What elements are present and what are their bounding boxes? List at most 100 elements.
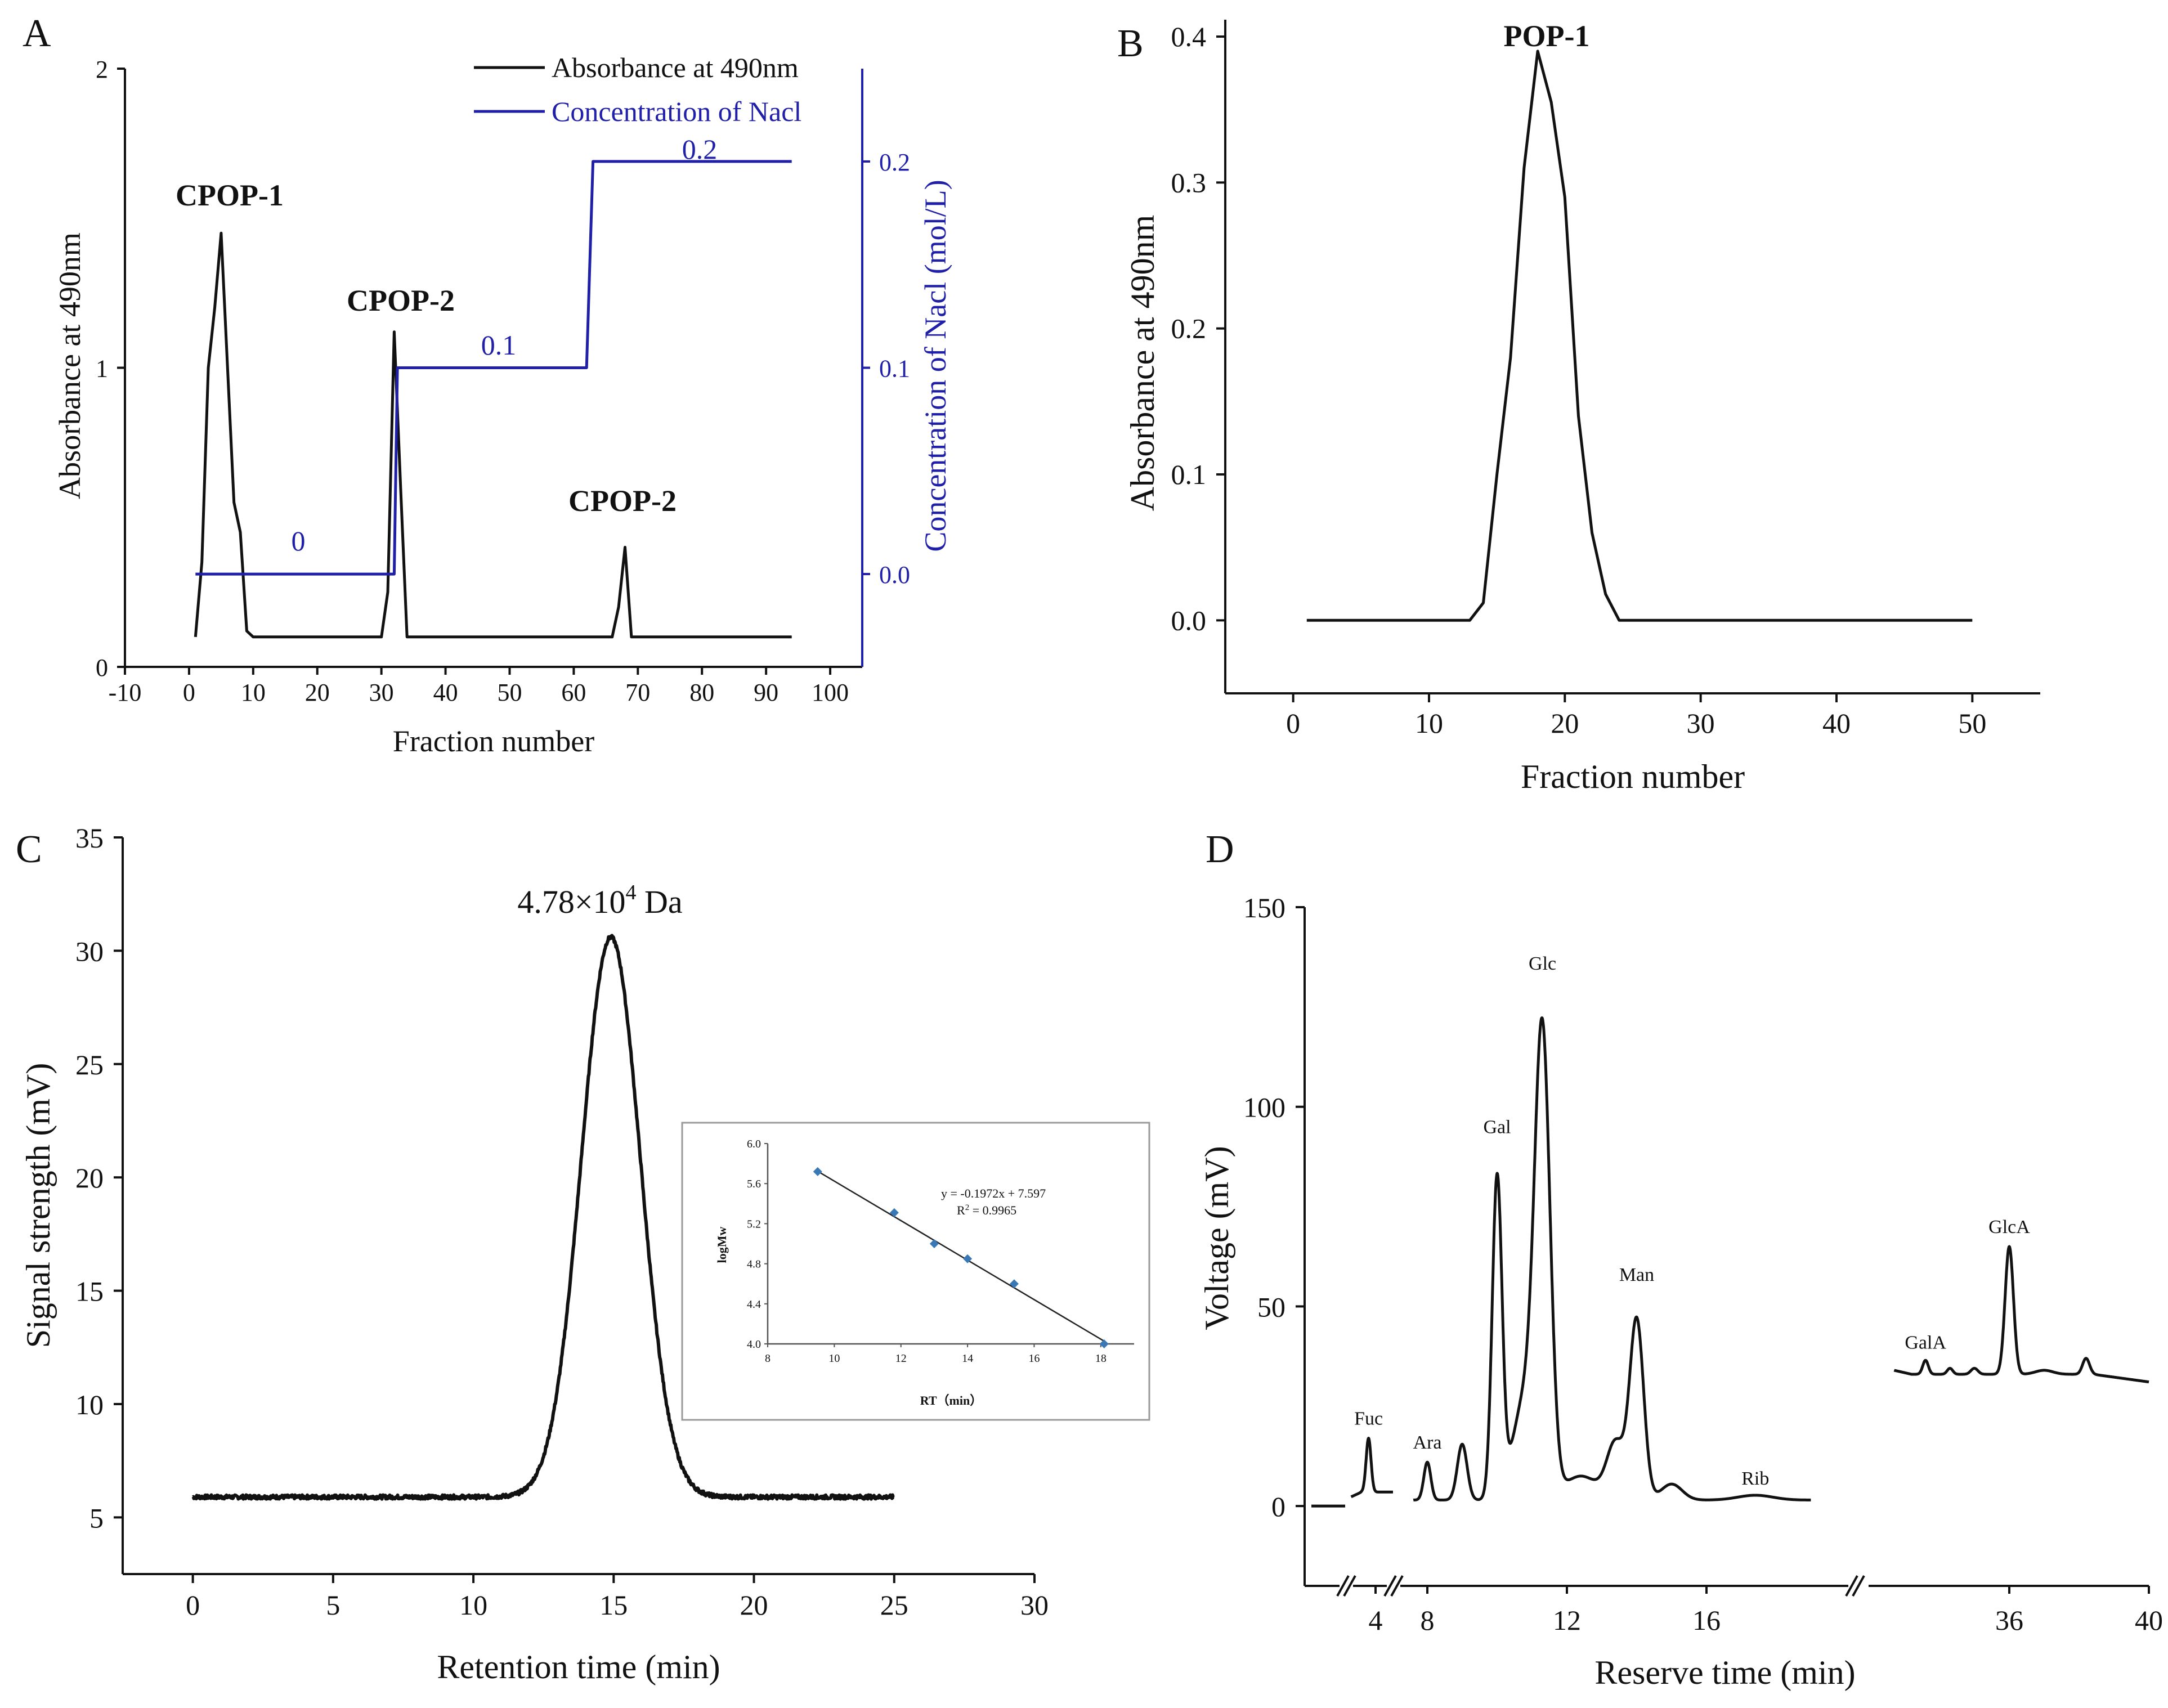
panel-b-y-ticks: 0.0 0.1 0.2 0.3 0.4 — [1171, 21, 1225, 636]
axis-break-mark — [1383, 1575, 1397, 1597]
x-tick-label: 0 — [1286, 707, 1300, 739]
panel-c-x-axis-title: Retention time (min) — [437, 1648, 720, 1685]
inset-x-tick-label: 18 — [1095, 1352, 1107, 1365]
inset-r2-value: = 0.9965 — [969, 1203, 1016, 1217]
inset-x-tick-label: 10 — [828, 1352, 840, 1365]
panel-a-peak-label-3: CPOP-2 — [568, 484, 677, 518]
panel-a-x-ticks: -10 0 10 20 30 40 50 60 70 80 90 100 — [109, 667, 849, 706]
y-tick-label: 5 — [89, 1502, 104, 1534]
panel-a-step-label-1: 0.1 — [481, 329, 517, 361]
panel-d: D 4 8 12 16 36 40 0 50 100 150 Reserve time (min… — [1198, 828, 2163, 1691]
panel-b-x-ticks: 0 10 20 30 40 50 — [1286, 693, 1986, 739]
x-tick-label: 100 — [812, 679, 849, 706]
peak-label-ara: Ara — [1413, 1432, 1442, 1453]
panel-c-x-ticks: 0 5 10 15 20 25 30 — [186, 1574, 1049, 1621]
inset-x-tick-label: 14 — [962, 1352, 973, 1365]
y-tick-label: 0 — [96, 654, 108, 682]
y-tick-label: 20 — [75, 1162, 104, 1194]
inset-frame — [681, 1122, 1150, 1421]
inset-r2-exp: 2 — [965, 1203, 970, 1212]
peak-label-glca: GlcA — [1988, 1217, 2030, 1238]
axis-break-mark — [1343, 1575, 1356, 1597]
y-tick-label: 0.2 — [1171, 313, 1207, 344]
peak-label-gal: Gal — [1483, 1117, 1511, 1138]
panel-b-label: B — [1117, 22, 1144, 65]
peak-mass-unit: Da — [637, 884, 683, 920]
acidic-trace — [1893, 1245, 2150, 1384]
inset-x-tick-label: 8 — [765, 1352, 771, 1365]
panel-d-label: D — [1206, 828, 1234, 871]
y-tick-label: 30 — [75, 935, 104, 967]
x-tick-label: 10 — [241, 679, 266, 706]
x-tick-label: 25 — [880, 1589, 908, 1621]
y-tick-label: 15 — [75, 1276, 104, 1307]
peak-label-glc: Glc — [1529, 953, 1556, 974]
panel-a-legend: Absorbance at 490nm Concentration of Nac… — [474, 52, 801, 127]
panel-d-x-axis-title: Reserve time (min) — [1594, 1654, 1855, 1691]
x-tick-label: 20 — [740, 1589, 768, 1621]
x-tick-label: -10 — [109, 679, 142, 706]
inset-point — [813, 1167, 822, 1176]
x-tick-label: 80 — [689, 679, 714, 706]
peak-label-man: Man — [1619, 1265, 1654, 1285]
inset-marks — [813, 1167, 1109, 1348]
x-tick-label: 0 — [183, 679, 195, 706]
inset-point — [1009, 1279, 1019, 1289]
fuc-trace — [1350, 1437, 1394, 1499]
axis-break-mark — [1390, 1575, 1404, 1597]
panel-c-y-ticks: 5 10 15 20 25 30 35 — [75, 822, 123, 1534]
x-tick-label: 36 — [1995, 1604, 2023, 1636]
y-tick-label: 2 — [96, 56, 108, 83]
panel-b-peak-label: POP-1 — [1504, 19, 1590, 53]
inset-y-ticks: 4.0 4.4 4.8 5.2 5.6 6.0 — [747, 1138, 768, 1351]
panel-a-y2-axis-title: Concentration of Nacl (mol/L) — [919, 180, 952, 552]
panel-d-peak-labels: Fuc Ara Gal Glc Man Rib GalA GlcA — [1354, 953, 2030, 1489]
x-tick-label: 5 — [326, 1589, 340, 1621]
x-tick-label: 60 — [561, 679, 586, 706]
panel-d-x-axis — [1305, 1575, 2149, 1597]
inset-y-axis-title: logMw — [715, 1227, 729, 1263]
inset-y-tick-label: 4.0 — [747, 1338, 761, 1351]
x-tick-label: 12 — [1553, 1604, 1581, 1636]
panel-b: B 0 10 20 30 40 50 0.0 0.1 0.2 0.3 0.4 Fraction n… — [1117, 19, 2040, 795]
y-tick-label: 1 — [96, 355, 108, 383]
x-tick-label: 90 — [754, 679, 778, 706]
peak-label-rib: Rib — [1741, 1468, 1769, 1489]
y-tick-label: 25 — [75, 1049, 104, 1081]
peak-mass-exponent: 4 — [626, 881, 637, 904]
inset-x-tick-label: 16 — [1028, 1352, 1040, 1365]
legend-nacl-label: Concentration of Nacl — [552, 96, 801, 127]
signal-line — [191, 934, 895, 1501]
panel-d-x-ticks: 4 8 12 16 36 40 — [1369, 1586, 2163, 1636]
panel-b-y-axis-title: Absorbance at 490nm — [1124, 215, 1161, 512]
panel-b-series — [1306, 50, 1973, 622]
x-tick-label: 20 — [1551, 707, 1579, 739]
inset-y-tick-label: 5.2 — [747, 1218, 761, 1230]
panel-c: C 0 5 10 15 20 25 30 5 10 15 20 25 30 35 Retention t… — [16, 822, 1150, 1685]
nacl-line — [195, 160, 792, 576]
y-tick-label: 35 — [75, 822, 104, 854]
inset-y-tick-label: 4.4 — [747, 1298, 761, 1311]
inset-x-tick-label: 12 — [895, 1352, 907, 1365]
panel-c-peak-label: 4.78×104 Da — [517, 881, 682, 920]
main-trace — [1412, 1016, 1812, 1501]
peak-label-fuc: Fuc — [1354, 1409, 1383, 1429]
panel-c-y-axis-title: Signal strength (mV) — [20, 1063, 57, 1348]
inset-fit-line — [817, 1171, 1105, 1342]
axis-break-mark — [1852, 1575, 1865, 1597]
inset-equation: y = -0.1972x + 7.597 — [941, 1186, 1046, 1200]
y2-tick-label: 0.0 — [879, 561, 910, 589]
panel-b-x-axis-title: Fraction number — [1521, 758, 1745, 795]
absorbance-line — [1306, 50, 1973, 622]
inset-point — [1099, 1339, 1109, 1348]
x-tick-label: 4 — [1369, 1604, 1383, 1636]
x-tick-label: 40 — [433, 679, 458, 706]
x-tick-label: 70 — [625, 679, 650, 706]
x-tick-label: 16 — [1692, 1604, 1721, 1636]
panel-a-y-axis-title: Absorbance at 490nm — [53, 232, 87, 499]
panel-a-series — [194, 160, 792, 639]
inset-r2: R2 = 0.9965 — [957, 1203, 1016, 1217]
x-tick-label: 10 — [1415, 707, 1443, 739]
x-tick-label: 50 — [497, 679, 522, 706]
